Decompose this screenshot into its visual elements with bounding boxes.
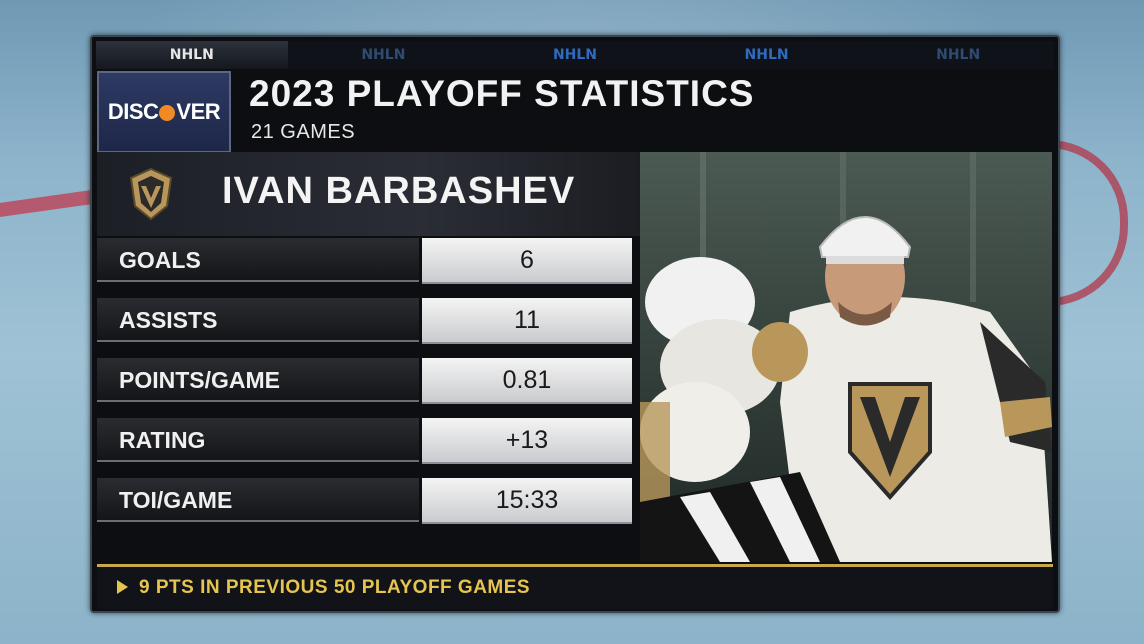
stat-label: RATING xyxy=(97,418,419,462)
stat-label: POINTS/GAME xyxy=(97,358,419,402)
stats-graphic-panel: NHLN NHLN NHLN NHLN NHLN DISC VER 2023 PL… xyxy=(90,35,1060,613)
stat-label: TOI/GAME xyxy=(97,478,419,522)
player-header: IVAN BARBASHEV xyxy=(97,152,640,236)
sponsor-logo-box: DISC VER xyxy=(97,71,231,153)
stat-value: 6 xyxy=(422,238,632,284)
sponsor-name-right: VER xyxy=(176,99,221,124)
network-tab: NHLN xyxy=(96,41,288,69)
stat-label: GOALS xyxy=(97,238,419,282)
sponsor-name-left: DISC xyxy=(107,99,159,124)
stat-value: +13 xyxy=(422,418,632,464)
graphic-title: 2023 PLAYOFF STATISTICS xyxy=(249,73,755,114)
network-tab: NHLN xyxy=(744,47,789,63)
ticker-text: 9 PTS IN PREVIOUS 50 PLAYOFF GAMES xyxy=(139,577,531,598)
sponsor-dot-icon xyxy=(159,105,176,121)
stat-row-goals: GOALS 6 xyxy=(97,238,640,284)
stat-row-assists: ASSISTS 11 xyxy=(97,298,640,344)
graphic-subtitle: 21 GAMES xyxy=(251,121,356,143)
sponsor-logo: DISC VER xyxy=(107,99,221,125)
stat-value: 11 xyxy=(422,298,632,344)
stat-row-toi-per-game: TOI/GAME 15:33 xyxy=(97,478,640,524)
stat-value: 15:33 xyxy=(422,478,632,524)
network-tab-bar: NHLN NHLN NHLN NHLN NHLN xyxy=(96,41,1054,69)
golden-knights-helmet-icon xyxy=(129,168,173,220)
player-photo-illustration xyxy=(640,152,1052,562)
stat-label: ASSISTS xyxy=(97,298,419,342)
info-ticker: 9 PTS IN PREVIOUS 50 PLAYOFF GAMES xyxy=(97,564,1053,609)
play-arrow-icon xyxy=(117,580,128,594)
player-photo xyxy=(640,152,1052,562)
stats-table: GOALS 6 ASSISTS 11 POINTS/GAME 0.81 RATI… xyxy=(97,238,640,538)
network-tab: NHLN xyxy=(552,47,598,63)
network-tab: NHLN xyxy=(361,47,406,63)
player-name: IVAN BARBASHEV xyxy=(222,170,576,212)
network-tab: NHLN xyxy=(936,47,981,63)
stat-row-points-per-game: POINTS/GAME 0.81 xyxy=(97,358,640,404)
stat-row-rating: RATING +13 xyxy=(97,418,640,464)
ice-faceoff-circle xyxy=(1000,140,1128,306)
stat-value: 0.81 xyxy=(422,358,632,404)
